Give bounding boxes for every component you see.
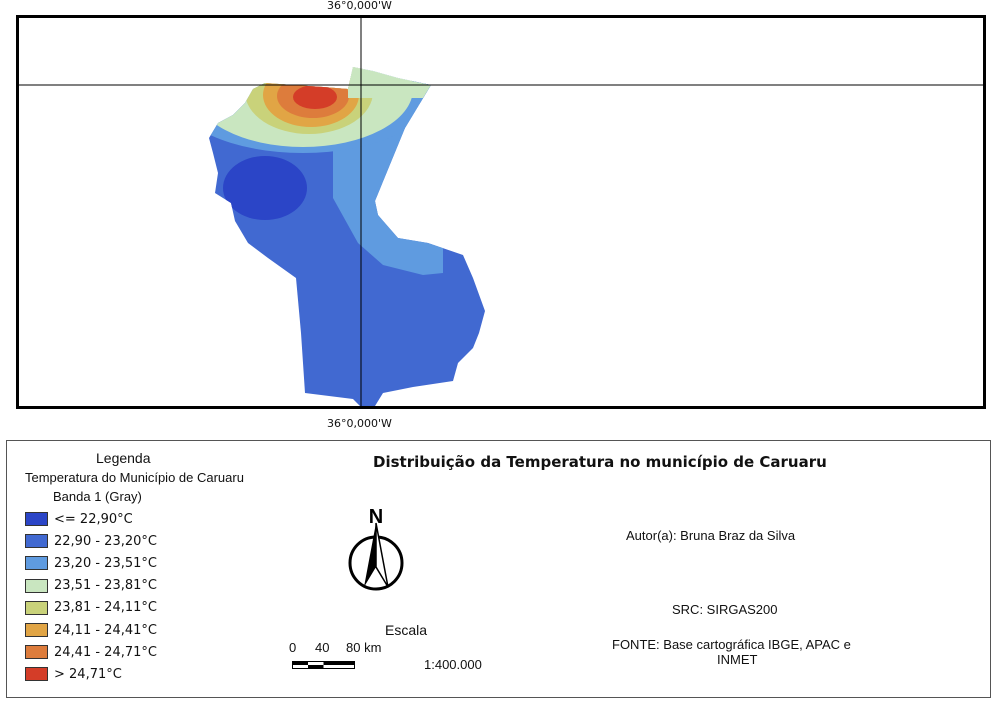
legend-swatch (25, 667, 48, 682)
municipality-shape (209, 67, 485, 406)
zone-below-22-90 (223, 156, 307, 220)
legend-item-label: 22,90 - 23,20°C (54, 533, 157, 549)
legend-band-name: Banda 1 (Gray) (53, 489, 142, 504)
north-arrow-icon: N (348, 506, 404, 591)
source-line-2: INMET (717, 652, 758, 667)
legend-item: 22,90 - 23,20°C (25, 530, 157, 552)
legend-item-label: 23,20 - 23,51°C (54, 555, 157, 571)
legend-swatch (25, 512, 48, 527)
legend-swatch (25, 534, 48, 549)
legend-swatch (25, 645, 48, 660)
scale-tick-0: 0 (289, 640, 297, 655)
legend-title: Legenda (96, 450, 151, 466)
legend-swatch (25, 578, 48, 593)
legend-item: 23,51 - 23,81°C (25, 575, 157, 597)
legend-item-label: 23,51 - 23,81°C (54, 578, 157, 594)
legend-swatch (25, 556, 48, 571)
source-text: FONTE: Base cartográfica IBGE, APAC e IN… (612, 637, 872, 667)
legend-item-label: > 24,71°C (54, 666, 122, 682)
scale-tick-40: 40 (315, 640, 330, 655)
coord-label-top: 36°0,000'W (327, 0, 392, 12)
crs-text: SRC: SIRGAS200 (672, 602, 778, 617)
legend-list: <= 22,90°C 22,90 - 23,20°C 23,20 - 23,51°C… (25, 508, 157, 686)
legend-swatch (25, 600, 48, 615)
legend-item-label: 23,81 - 24,11°C (54, 600, 157, 616)
source-line-1: FONTE: Base cartográfica IBGE, APAC e (612, 637, 851, 652)
temperature-map[interactable] (19, 18, 983, 406)
scale-bar (292, 661, 355, 669)
scale-tick-80: 80 km (346, 640, 382, 655)
map-title: Distribuição da Temperatura no município… (373, 453, 827, 471)
legend-item: 24,41 - 24,71°C (25, 641, 157, 663)
legend-item: <= 22,90°C (25, 508, 157, 530)
scale-title: Escala (385, 622, 428, 638)
scale-ratio: 1:400.000 (424, 657, 482, 672)
legend-item: 24,11 - 24,41°C (25, 619, 157, 641)
zone-above-24-71 (293, 85, 337, 109)
coord-label-bottom: 36°0,000'W (327, 417, 392, 430)
legend-item-label: 24,41 - 24,71°C (54, 644, 157, 660)
legend-swatch (25, 623, 48, 638)
north-label: N (369, 506, 383, 528)
legend-item: 23,20 - 23,51°C (25, 552, 157, 574)
legend-layer-name: Temperatura do Município de Caruaru (25, 470, 244, 485)
legend-item: > 24,71°C (25, 663, 157, 685)
map-frame[interactable] (16, 15, 986, 409)
legend-item: 23,81 - 24,11°C (25, 597, 157, 619)
layout-panel (6, 440, 991, 698)
legend-item-label: <= 22,90°C (54, 511, 133, 527)
author-text: Autor(a): Bruna Braz da Silva (626, 528, 796, 543)
legend-item-label: 24,11 - 24,41°C (54, 622, 157, 638)
